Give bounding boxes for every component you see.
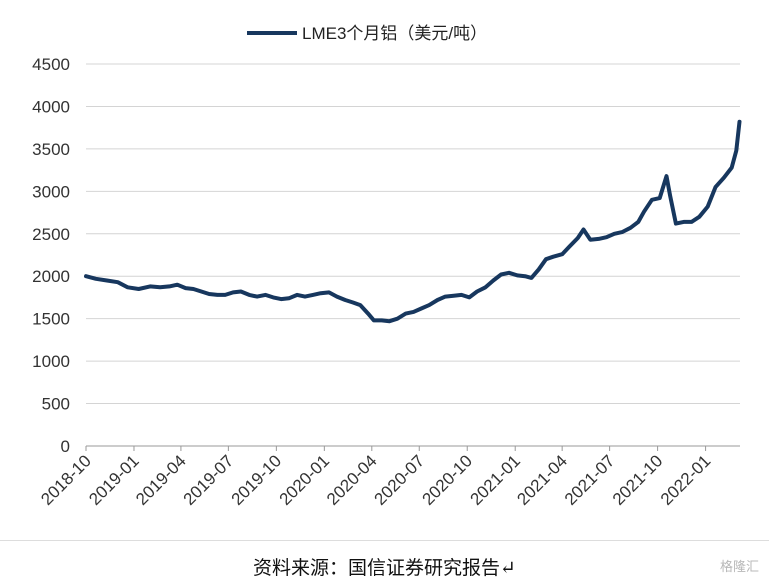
line-chart: 0 500 1000 1500 2000 2500 3000 3500 4000 4500 201… — [32, 24, 742, 509]
x-tick-label: 2020-04 — [323, 451, 381, 509]
x-axis-ticks: 2018-102019-012019-042019-072019-102020-… — [37, 446, 714, 509]
x-tick-label: 2020-01 — [276, 451, 334, 509]
legend-label: LME3个月铝（美元/吨） — [302, 24, 487, 43]
x-tick-label: 2020-10 — [419, 451, 477, 509]
divider — [0, 540, 769, 541]
gridlines — [86, 63, 740, 405]
x-tick-label: 2020-07 — [371, 451, 429, 509]
x-tick-label: 2019-04 — [132, 451, 190, 509]
y-tick-label: 2000 — [32, 267, 70, 286]
x-tick-label: 2019-01 — [85, 451, 143, 509]
y-tick-label: 4000 — [32, 97, 70, 116]
y-tick-label: 1500 — [32, 310, 70, 329]
x-tick-label: 2019-07 — [180, 451, 238, 509]
x-tick-label: 2022-01 — [657, 451, 715, 509]
x-tick-label: 2021-01 — [466, 451, 524, 509]
y-axis-ticks: 0 500 1000 1500 2000 2500 3000 3500 4000 4500 — [32, 55, 70, 456]
x-tick-label: 2021-10 — [609, 451, 667, 509]
y-tick-label: 3000 — [32, 182, 70, 201]
y-tick-label: 1000 — [32, 352, 70, 371]
x-tick-label: 2021-04 — [513, 451, 571, 509]
y-tick-label: 4500 — [32, 55, 70, 74]
y-tick-label: 500 — [42, 395, 70, 414]
watermark: 格隆汇 — [719, 559, 759, 574]
y-tick-label: 0 — [61, 437, 70, 456]
y-tick-label: 2500 — [32, 225, 70, 244]
x-tick-label: 2021-07 — [561, 451, 619, 509]
x-tick-label: 2019-10 — [228, 451, 286, 509]
y-tick-label: 3500 — [32, 140, 70, 159]
legend: LME3个月铝（美元/吨） — [247, 24, 487, 43]
x-tick-label: 2018-10 — [37, 451, 95, 509]
source-note: 资料来源：国信证券研究报告↵ — [253, 557, 516, 579]
series-line-lme-aluminum — [84, 119, 742, 324]
